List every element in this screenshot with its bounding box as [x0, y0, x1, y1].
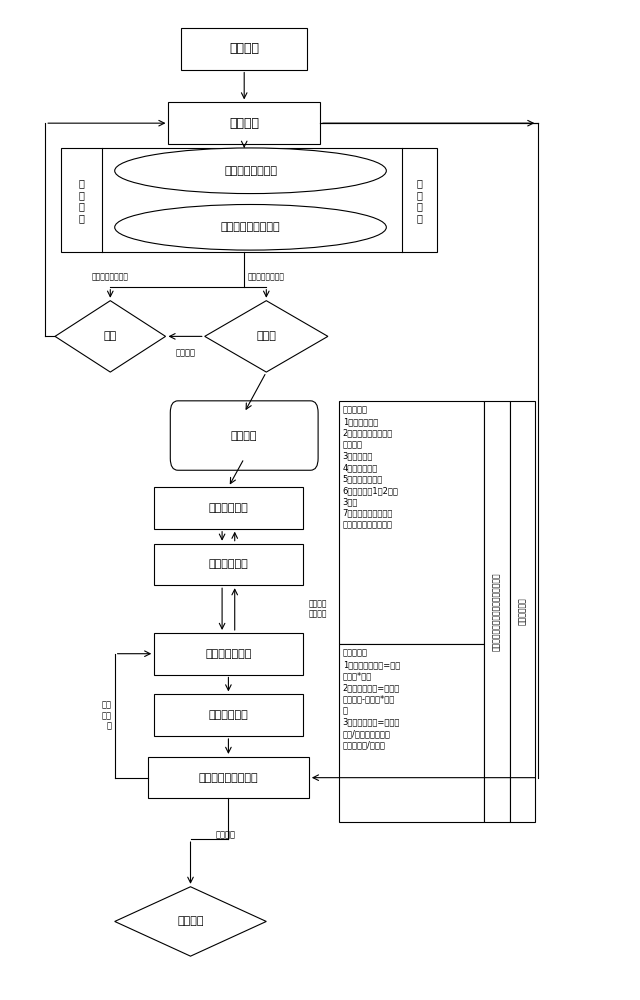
Text: 不符
合要
求: 不符 合要 求 [102, 701, 111, 731]
Text: 产品下线，库存分类: 产品下线，库存分类 [198, 773, 258, 783]
FancyBboxPatch shape [154, 694, 303, 736]
FancyBboxPatch shape [154, 544, 303, 585]
Text: 根据产能
动态调度: 根据产能 动态调度 [309, 599, 328, 619]
Text: 建立客户订单: 建立客户订单 [209, 503, 248, 513]
FancyBboxPatch shape [154, 487, 303, 529]
Text: 数据信息反馈: 数据信息反馈 [518, 598, 527, 625]
Ellipse shape [115, 204, 387, 250]
Polygon shape [55, 301, 166, 372]
Text: 建立客户需求信息: 建立客户需求信息 [224, 166, 277, 176]
Text: 任务消除: 任务消除 [177, 916, 204, 926]
FancyBboxPatch shape [154, 633, 303, 675]
FancyBboxPatch shape [168, 102, 320, 144]
Text: 客户需求: 客户需求 [229, 42, 259, 55]
Ellipse shape [115, 148, 387, 194]
Text: 备库: 备库 [104, 331, 117, 341]
FancyBboxPatch shape [170, 401, 318, 470]
Text: 对客户需求进行分析: 对客户需求进行分析 [221, 222, 280, 232]
FancyBboxPatch shape [484, 401, 509, 822]
FancyBboxPatch shape [509, 401, 535, 822]
Text: 根据客户要货习惯: 根据客户要货习惯 [92, 273, 129, 282]
Text: 符合要求: 符合要求 [216, 830, 236, 839]
Text: 智能运算: 智能运算 [231, 431, 257, 441]
Polygon shape [115, 887, 266, 956]
Text: 输入要素：
1、成品库存量
2、库存率最优值（人
工调配）
3、要货计划
4、机组饱和度
5、机组最大产能
6班组频率（1天2班，
3班）
7、加工工序（横切、: 输入要素： 1、成品库存量 2、库存率最优值（人 工调配） 3、要货计划 4、机… [343, 406, 399, 529]
FancyBboxPatch shape [61, 148, 437, 252]
FancyBboxPatch shape [181, 28, 307, 70]
Text: 库存率: 库存率 [257, 331, 276, 341]
Text: 监督、检验生产加工是否符合计划要求: 监督、检验生产加工是否符合计划要求 [492, 572, 501, 651]
Text: 数据中心: 数据中心 [229, 117, 259, 130]
Text: 数
据
汇
总: 数 据 汇 总 [78, 178, 84, 223]
FancyBboxPatch shape [339, 644, 484, 822]
Text: 输出要素：
1、加工原料重量=模型
计算值*系数
2、产出成品量=（加工
原料重量-废料）*成材
率
3、成品库存率=产出成
品量/历史同期要货计
划量（淡季/: 输出要素： 1、加工原料重量=模型 计算值*系数 2、产出成品量=（加工 原料重… [343, 649, 400, 749]
Text: 下达生产加工计: 下达生产加工计 [205, 649, 252, 659]
Text: 根据客户现时需求: 根据客户现时需求 [248, 273, 285, 282]
Polygon shape [205, 301, 328, 372]
Text: 组织生产加工: 组织生产加工 [209, 710, 248, 720]
Text: 满足要求: 满足要求 [175, 348, 195, 357]
Text: 生产计划排序: 生产计划排序 [209, 559, 248, 569]
FancyBboxPatch shape [148, 757, 309, 798]
Text: 数
据
处
理: 数 据 处 理 [416, 178, 422, 223]
FancyBboxPatch shape [339, 401, 484, 644]
